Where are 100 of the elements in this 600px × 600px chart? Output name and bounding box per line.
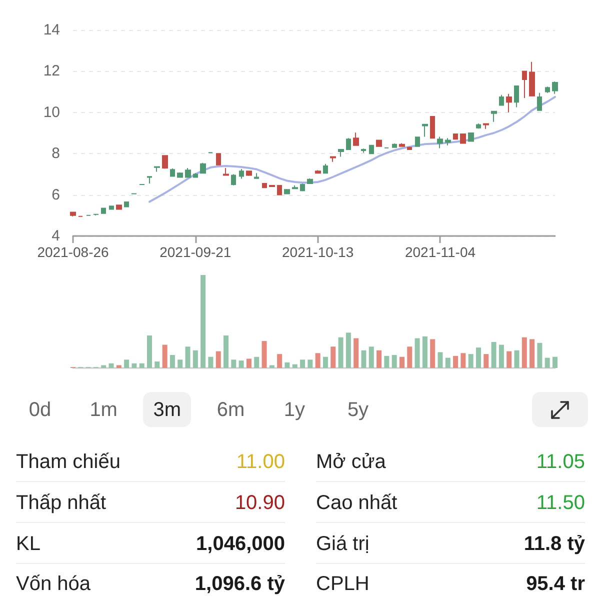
candlestick bbox=[361, 148, 366, 154]
bar bbox=[147, 335, 152, 368]
text: 95.4 tr bbox=[525, 572, 585, 596]
y-tick-label: 14 bbox=[43, 22, 60, 38]
bar bbox=[330, 346, 336, 368]
bar bbox=[392, 354, 397, 368]
candlestick bbox=[338, 148, 344, 158]
bar bbox=[116, 365, 122, 368]
candlestick bbox=[101, 208, 106, 214]
bar bbox=[491, 342, 496, 368]
bar bbox=[514, 350, 520, 368]
candlestick bbox=[223, 168, 229, 176]
x-tick-label: 2021-09-21 bbox=[160, 244, 232, 260]
x-tick-label: 2021-10-13 bbox=[282, 244, 354, 260]
y-tick-label: 6 bbox=[52, 186, 60, 204]
text: Giá trị bbox=[316, 532, 370, 556]
candlestick bbox=[124, 201, 129, 208]
text: CPLH bbox=[316, 572, 370, 596]
bar bbox=[544, 358, 550, 368]
candlestick bbox=[376, 139, 382, 148]
candlestick bbox=[445, 138, 451, 146]
bar bbox=[170, 354, 175, 368]
text: 11.05 bbox=[535, 450, 585, 474]
text: Mở cửa bbox=[316, 450, 386, 474]
candlestick bbox=[323, 163, 328, 174]
candlestick bbox=[468, 132, 474, 142]
candlestick bbox=[506, 93, 512, 113]
bar bbox=[284, 362, 290, 368]
bar bbox=[192, 350, 198, 368]
text: 6m bbox=[216, 398, 246, 422]
bar bbox=[308, 360, 313, 368]
x-tick-label: 2021-11-04 bbox=[404, 244, 476, 260]
candlestick bbox=[407, 146, 412, 150]
y-tick-label: 10 bbox=[43, 104, 60, 121]
candlestick bbox=[430, 116, 435, 140]
bar bbox=[162, 344, 168, 368]
candlestick bbox=[499, 94, 504, 106]
bar bbox=[315, 353, 320, 368]
bar bbox=[277, 354, 282, 368]
bar bbox=[262, 341, 267, 368]
bar bbox=[231, 360, 236, 368]
bar bbox=[422, 336, 428, 368]
text: KL bbox=[16, 532, 40, 556]
bar bbox=[530, 339, 535, 368]
bar bbox=[445, 358, 450, 368]
bar bbox=[438, 352, 443, 368]
bar bbox=[430, 339, 436, 368]
candlestick bbox=[514, 85, 519, 108]
candlestick bbox=[415, 136, 420, 148]
candlestick bbox=[545, 86, 550, 94]
bar bbox=[292, 364, 298, 368]
bar bbox=[185, 346, 190, 368]
candlestick bbox=[399, 142, 405, 148]
candlestick bbox=[269, 184, 275, 188]
candlestick bbox=[353, 132, 359, 146]
candlestick bbox=[109, 206, 114, 210]
candlestick bbox=[185, 168, 191, 178]
bar bbox=[384, 356, 390, 368]
candlestick bbox=[529, 61, 535, 96]
y-tick-label: 12 bbox=[43, 62, 60, 80]
bar bbox=[132, 363, 137, 368]
bar bbox=[200, 275, 206, 368]
candlestick bbox=[262, 182, 267, 188]
candlestick bbox=[292, 184, 298, 190]
bar bbox=[300, 360, 306, 368]
candlestick bbox=[239, 168, 244, 180]
candlestick bbox=[170, 168, 175, 178]
candlestick bbox=[392, 143, 397, 148]
bar bbox=[246, 358, 252, 368]
bar bbox=[338, 337, 344, 368]
bar bbox=[346, 332, 351, 368]
text: 11.50 bbox=[536, 492, 585, 514]
text: 5y bbox=[346, 398, 370, 422]
bar bbox=[361, 350, 366, 368]
x-tick-label: 2021-08-26 bbox=[37, 244, 110, 260]
candlestick bbox=[70, 212, 76, 217]
text: 1,096.6 tỷ bbox=[194, 573, 285, 595]
text: Vốn hóa bbox=[16, 572, 91, 596]
bar bbox=[139, 363, 144, 368]
bar bbox=[124, 360, 130, 368]
bar bbox=[552, 356, 558, 368]
candlestick bbox=[537, 92, 542, 112]
candlestick bbox=[231, 174, 236, 186]
y-tick-label: 8 bbox=[52, 145, 60, 162]
text: 10.90 bbox=[234, 492, 285, 514]
bar bbox=[506, 351, 512, 368]
text: 1y bbox=[282, 398, 306, 422]
candlestick bbox=[422, 123, 428, 138]
bar bbox=[468, 354, 474, 368]
candlestick bbox=[277, 184, 282, 196]
bar bbox=[484, 354, 489, 368]
candlestick bbox=[437, 136, 443, 149]
candlestick bbox=[284, 188, 290, 194]
bar bbox=[238, 360, 244, 368]
bar bbox=[269, 365, 274, 368]
candlestick bbox=[216, 152, 221, 166]
bar bbox=[522, 337, 527, 368]
bar bbox=[108, 363, 114, 368]
candlestick bbox=[254, 172, 259, 179]
text: Thấp nhất bbox=[16, 491, 106, 515]
